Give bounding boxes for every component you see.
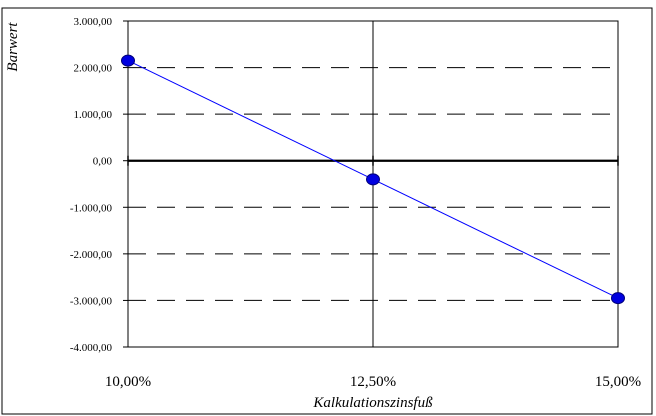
y-tick-label: -3.000,00	[70, 295, 113, 307]
y-tick-label: -1.000,00	[70, 202, 113, 214]
y-tick-label: 3.000,00	[74, 16, 113, 28]
data-point	[366, 173, 380, 186]
x-tick-label: 15,00%	[595, 374, 641, 390]
y-tick-label: -2.000,00	[70, 249, 113, 261]
grid-lines	[128, 21, 618, 347]
series	[121, 54, 625, 305]
y-tick-label: 1.000,00	[74, 109, 113, 121]
data-point	[611, 292, 625, 305]
y-tick-label: -4.000,00	[70, 342, 113, 354]
axes	[123, 20, 619, 348]
y-tick-label: 0,00	[93, 156, 113, 168]
y-axis-title: Barwert	[5, 22, 21, 72]
tick-labels: 3.000,00 2.000,00 1.000,00 0,00 -1.000,00 -2.…	[70, 16, 641, 390]
x-tick-label: 12,50%	[350, 374, 396, 390]
y-tick-label: 2.000,00	[74, 63, 113, 75]
x-tick-label: 10,00%	[105, 374, 151, 390]
chart-border	[1, 7, 653, 415]
data-point	[121, 54, 135, 67]
x-axis-title: Kalkulationszinsfuß	[312, 395, 433, 411]
